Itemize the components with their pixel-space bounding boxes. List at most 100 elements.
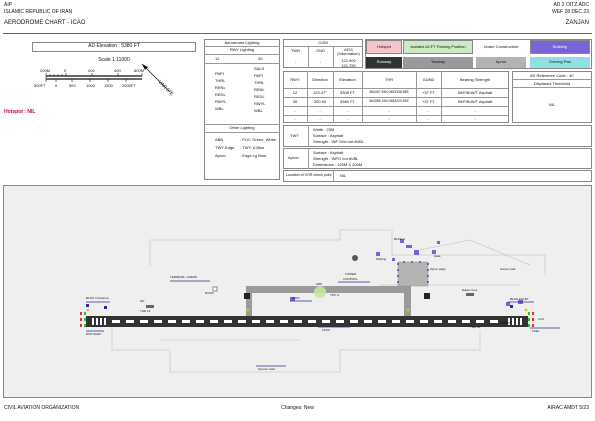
state-name: ISLAMIC REPUBLIC OF IRAN (4, 9, 73, 15)
twy-label: TWY (290, 133, 299, 138)
other-light-abn-value: : FLG: Green, White (240, 137, 276, 142)
map-label-gp: GP (140, 299, 145, 303)
light-right-4: REDL (254, 94, 265, 99)
rwy-row3-bearing: - (474, 116, 476, 121)
rwy-row3-rwy: - (294, 116, 296, 121)
rwy-header-elevation: Elevation (339, 77, 356, 82)
light-right-3: RENL (254, 87, 265, 92)
map-label-parking: Parking (376, 257, 387, 261)
tower-marker (352, 255, 358, 261)
rwy-row3-elevation: - (346, 116, 349, 121)
map-label-assy: ASSY (292, 296, 301, 300)
papi-east (424, 293, 430, 299)
rwy-header-thr: THR (384, 77, 394, 82)
rwy-lighting-title: RWY Lighting (229, 47, 255, 52)
effective-date: WEF 28 DEC 23 (552, 9, 589, 15)
other-light-apron-key: Apron (215, 153, 226, 158)
scale-ft-tick-4: 2000FT (122, 83, 136, 88)
other-light-twy-value: : TWY: A Blue (240, 145, 265, 150)
legend-isolated-label: Isolated ACFT Parking Position (410, 44, 466, 49)
other-light-twy-key: TWY Edge (215, 145, 235, 150)
other-light-apron-value: : Edge Lg Blue (240, 153, 267, 158)
twy-width: Width : 23M (313, 127, 335, 132)
scale-title: Scale 1:11000 (98, 57, 130, 63)
rwy-row1-elevation: 5380 FT (340, 99, 355, 104)
papi-west (244, 293, 250, 299)
rwy-row1-thr: 364356.19N 0483223.51E (369, 99, 409, 103)
displaced-threshold-value: NIL (548, 102, 556, 107)
scale-ft-tick-0: 0 (55, 83, 58, 88)
arp-marker (314, 286, 326, 298)
com-afis-freq-1: 122.900 (341, 58, 356, 63)
light-right-6: WBL (254, 108, 263, 113)
com-afis-freq-2: 121.750 (341, 63, 356, 68)
rwy-row2-bearing: - (474, 108, 476, 113)
legend-taxiway-swatch (403, 57, 473, 68)
com-twr-header: TWR (290, 48, 301, 53)
apron-label: Apron (288, 155, 299, 160)
footer-organization: CIVIL AVIATION ORGANIZATION (4, 405, 80, 411)
rwy-header-gund: GUND (422, 77, 435, 82)
light-left-1: THRL (215, 78, 226, 83)
scale-m-tick-3: 600M (134, 68, 145, 73)
light-right-1: PAPI (254, 73, 263, 78)
apron-info-box (283, 148, 592, 169)
light-right-5: RWYL (254, 101, 266, 106)
map-label-equip-room: Equip room (462, 288, 478, 292)
other-light-abn-key: ABN (215, 137, 224, 142)
rwy-row2-thr: - (388, 108, 390, 113)
rwy-row0-elevation: 5308 FT (340, 90, 355, 95)
scale-m-tick-0: 0 (64, 68, 67, 73)
rwy-row1-direction: 300.52 (313, 99, 327, 104)
light-left-0: PAPI (215, 71, 224, 76)
apron-surface: Surface : Asphalt (313, 150, 344, 155)
map-label-bldg-west: BLDG 3 Antenna (86, 296, 109, 300)
map-label-dvor: DVOR (205, 291, 214, 295)
map-label-apron-edge: Apron edge (430, 267, 446, 271)
map-label-bldg-east: BLDG EQUIP (510, 297, 529, 301)
rwy-row3-gund: - (427, 116, 430, 121)
com-twr-value: - (294, 59, 297, 64)
map-label-annex-road: Annex road (500, 267, 516, 271)
light-left-4: RWYL (215, 99, 227, 104)
light-left-3: REDL (215, 92, 226, 97)
rwy-row3-direction: - (319, 116, 321, 121)
com-title: COM (318, 40, 328, 45)
apron-area (397, 261, 429, 287)
legend-hotspot-swatch (366, 40, 402, 54)
light-left-5: WBL (215, 106, 224, 111)
hotspot-note: Hotspot : NIL (4, 109, 36, 115)
rwy-lighting-12: 12 (215, 56, 220, 61)
city-name: ZANJAN (565, 20, 589, 26)
chart-title: AERODROME CHART - ICAO (4, 20, 86, 26)
ad-reference-code: AD Reference Code : 4C (529, 73, 575, 78)
rwy-header-rwy: RWY (290, 77, 300, 82)
map-label-tower: TOWER (345, 272, 357, 276)
rwy-row1-bearing: 59/F/B/W/T Asphalt (457, 99, 493, 104)
lighting-panel (204, 39, 280, 180)
light-right-0: SALS (254, 66, 265, 71)
twy-strength: Strength : INF Grid not AVBL (313, 139, 365, 144)
elevation-box (32, 42, 196, 52)
map-label-thr-12: THR 12 (140, 309, 151, 313)
reference-code-box (512, 71, 592, 123)
north-arrow-head (142, 64, 148, 70)
aip-label: AIP (4, 2, 13, 8)
map-label-terminal: TERMINAL / ADMIN (170, 275, 198, 279)
map-label-rwy-code: 12/30 (322, 328, 330, 332)
rwy-row0-thr: 364457.94N 0483338.85E (369, 90, 409, 94)
map-label-gate: Gate (434, 254, 441, 258)
legend-hotspot-label: Hotspot (377, 44, 391, 49)
legend-box (365, 39, 592, 69)
rwy-row1-gund: +37 FT (422, 99, 435, 104)
scale-ft-tick-2: 1000 (86, 83, 95, 88)
rwy-row2-gund: - (427, 108, 430, 113)
map-label-thr-30: THR 30 (470, 325, 481, 329)
aerodrome-lighting-title: Aerodrome Lighting (224, 40, 260, 45)
rwy-row3-thr: - (388, 116, 390, 121)
rwy-row2-rwy: - (294, 108, 296, 113)
legend-building-label: Building (552, 44, 568, 49)
map-label-tempo: TEMPO (500, 321, 511, 325)
footer-airac: AIRAC AMDT 5/23 (547, 405, 589, 411)
